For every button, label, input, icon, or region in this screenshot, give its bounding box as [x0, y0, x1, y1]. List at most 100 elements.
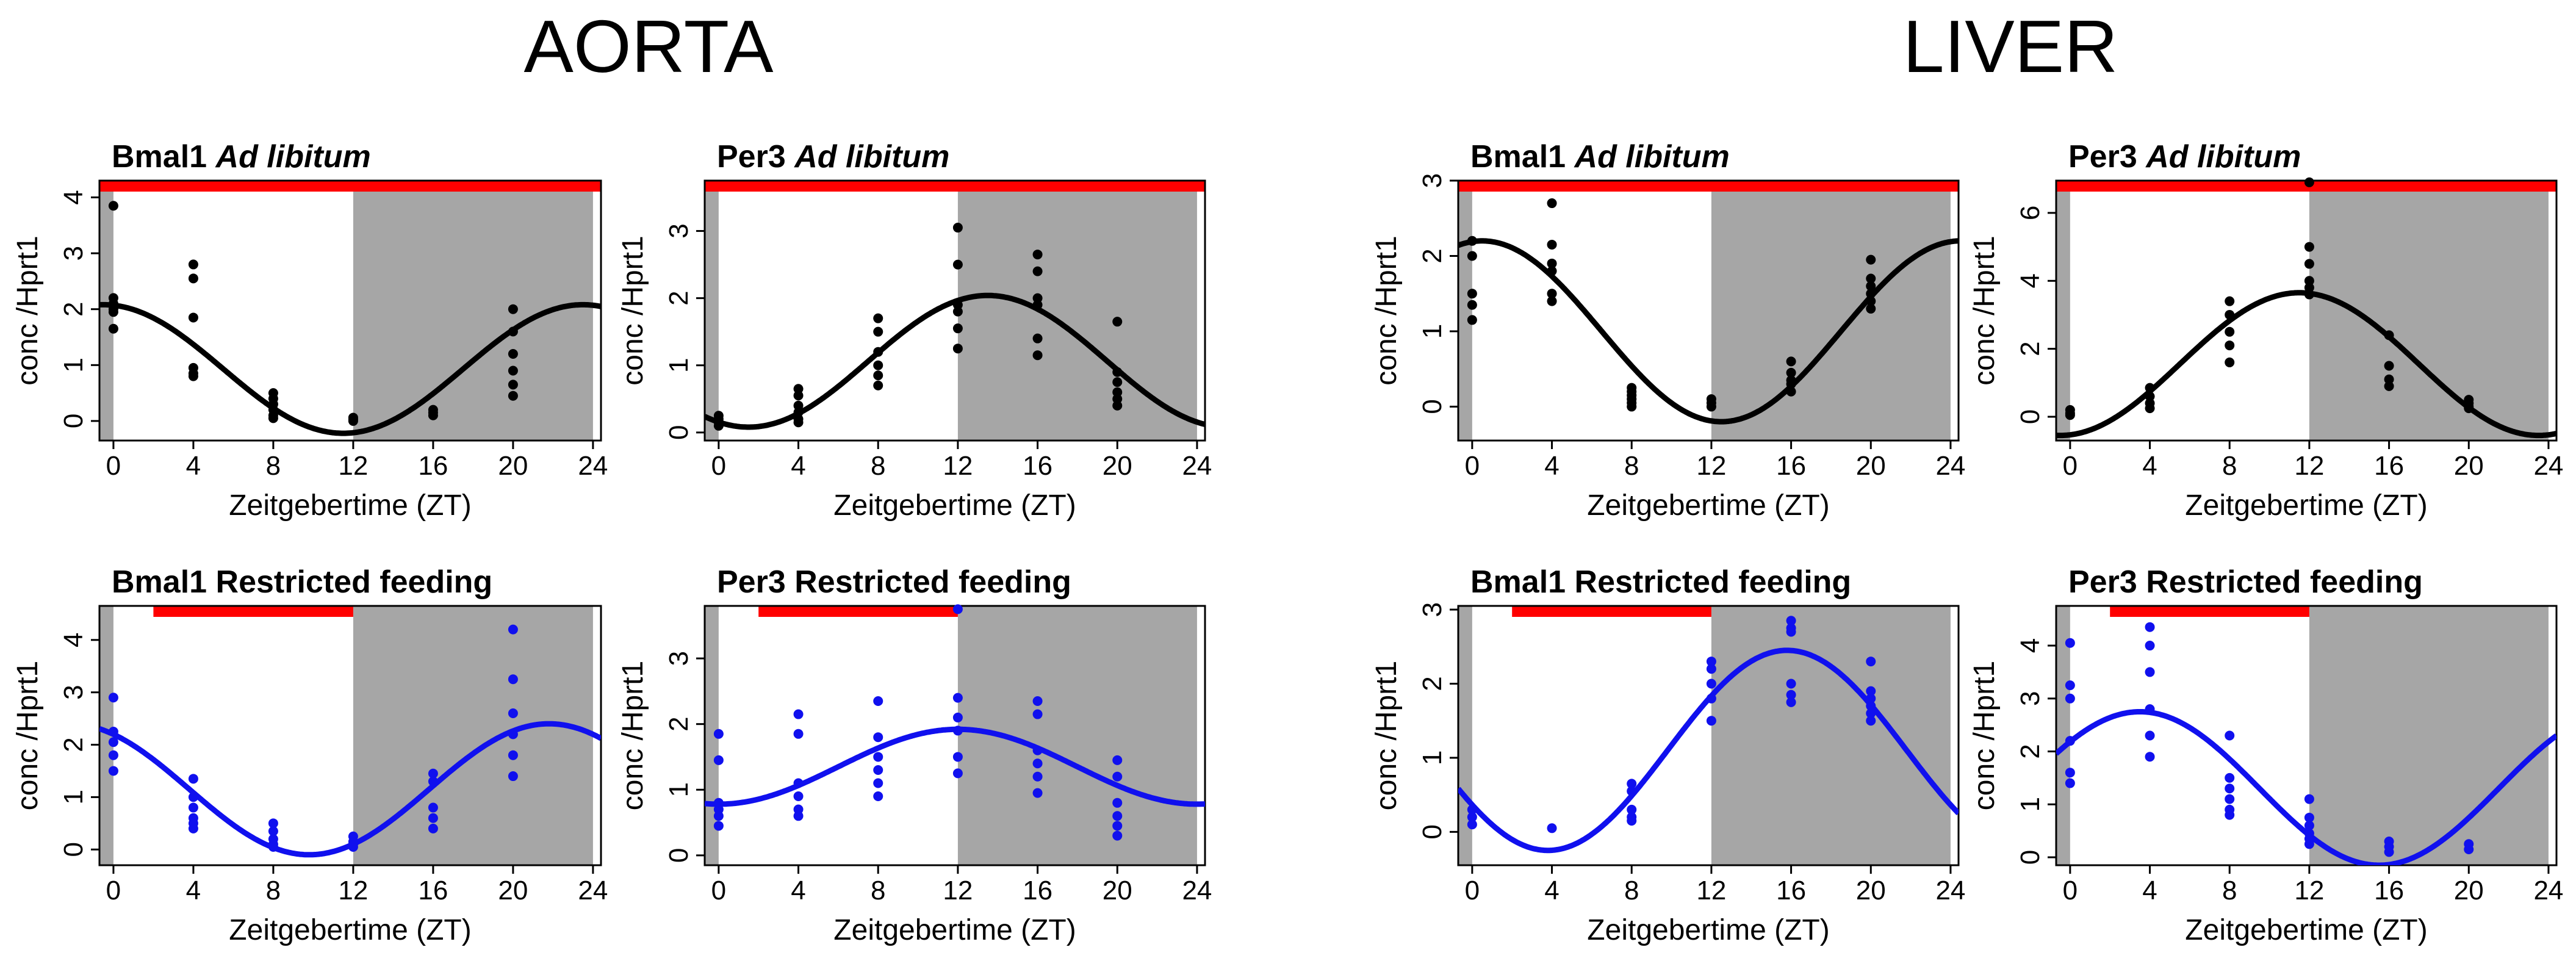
- data-point: [2065, 693, 2075, 704]
- data-point: [1866, 693, 1876, 704]
- data-point: [1112, 811, 1123, 821]
- data-point: [1112, 377, 1123, 387]
- panel-title-gene: Per3: [2068, 139, 2137, 175]
- data-point: [952, 259, 963, 270]
- data-point: [508, 304, 518, 314]
- feeding-period-bar: [153, 606, 353, 617]
- data-point: [108, 727, 118, 737]
- data-point: [2225, 794, 2235, 804]
- plot-frame: [703, 179, 1206, 442]
- data-point: [2065, 768, 2075, 778]
- data-point: [108, 766, 118, 776]
- data-point: [793, 384, 804, 394]
- x-tick-label-twenty: 20: [1856, 451, 1886, 481]
- x-tick-label-sixteen: 16: [1023, 876, 1052, 905]
- feeding-period-bar: [705, 181, 1205, 192]
- dark-phase-shading: [2056, 181, 2070, 441]
- y-tick-label: 2: [59, 301, 88, 316]
- data-point: [952, 344, 963, 354]
- x-tick-label-twenty-four: 24: [1935, 876, 1965, 905]
- data-point: [952, 725, 963, 736]
- data-point: [1467, 236, 1477, 246]
- data-point: [1786, 697, 1796, 707]
- data-point: [1032, 771, 1043, 782]
- data-point: [2304, 820, 2314, 830]
- data-point: [2225, 326, 2235, 337]
- data-point: [1547, 198, 1557, 209]
- y-tick-label: 3: [664, 651, 694, 666]
- data-point: [1547, 823, 1557, 833]
- panel-title-condition: Ad libitum: [215, 139, 371, 175]
- panel-title-gene: Bmal1: [1470, 564, 1566, 600]
- y-tick-label: 1: [59, 358, 88, 372]
- panel-title-condition: Restricted feeding: [1575, 564, 1852, 600]
- x-tick-label-four: 4: [186, 451, 201, 481]
- data-point: [1032, 250, 1043, 260]
- data-point: [1786, 616, 1796, 626]
- data-point: [188, 802, 198, 813]
- data-point: [1112, 387, 1123, 397]
- x-tick-label-zero: 0: [106, 876, 121, 905]
- y-tick-label: 1: [664, 358, 694, 372]
- data-point: [2384, 381, 2394, 391]
- data-point: [1032, 758, 1043, 769]
- x-tick-label-twenty: 20: [2454, 876, 2484, 905]
- panel-title-gene: Per3: [717, 564, 786, 600]
- y-tick-label: 2: [1417, 676, 1447, 691]
- data-point: [2384, 847, 2394, 857]
- x-tick-label-sixteen: 16: [1023, 451, 1052, 481]
- data-point: [188, 312, 198, 323]
- y-axis-label: conc /Hprt1: [1968, 236, 2001, 385]
- data-point: [1627, 786, 1637, 796]
- data-point: [1627, 779, 1637, 789]
- data-point: [188, 371, 198, 381]
- data-point: [1866, 281, 1876, 291]
- data-point: [1032, 300, 1043, 310]
- data-point: [793, 709, 804, 719]
- y-tick-label: 0: [2015, 850, 2045, 865]
- data-point: [952, 300, 963, 310]
- data-point: [108, 750, 118, 760]
- data-point: [873, 326, 883, 337]
- feeding-period-bar: [1512, 606, 1711, 617]
- data-point: [508, 750, 518, 760]
- data-point: [1627, 816, 1637, 826]
- data-point: [793, 407, 804, 417]
- y-tick-label: 0: [1417, 824, 1447, 839]
- data-point: [2304, 839, 2314, 849]
- data-point: [873, 347, 883, 357]
- data-point: [1706, 679, 1716, 689]
- feeding-period-bar: [99, 181, 601, 192]
- data-point: [2145, 622, 2155, 632]
- x-tick-label-twenty-four: 24: [578, 451, 608, 481]
- panel-title: Bmal1 Restricted feeding: [112, 564, 492, 600]
- data-point: [1786, 679, 1796, 689]
- x-tick-label-sixteen: 16: [418, 451, 448, 481]
- data-point: [268, 413, 278, 423]
- data-point: [1467, 315, 1477, 325]
- x-tick-label-eight: 8: [2222, 451, 2237, 481]
- data-point: [108, 737, 118, 747]
- data-point: [952, 323, 963, 334]
- data-point: [873, 370, 883, 381]
- data-point: [2304, 794, 2314, 804]
- data-point: [428, 823, 438, 833]
- panel-title-gene: Bmal1: [1470, 139, 1566, 175]
- data-point: [2145, 667, 2155, 677]
- x-tick-label-eight: 8: [871, 876, 885, 905]
- x-tick-label-eight: 8: [266, 451, 281, 481]
- y-tick-label: 4: [2015, 638, 2045, 653]
- data-point: [1627, 401, 1637, 412]
- data-point: [1866, 303, 1876, 314]
- y-tick-label: 0: [664, 425, 694, 440]
- section-title-liver: LIVER: [1903, 5, 2118, 88]
- y-tick-label: 2: [59, 737, 88, 752]
- data-point: [1032, 333, 1043, 344]
- x-tick-label-twenty-four: 24: [1182, 876, 1212, 905]
- data-point: [952, 693, 963, 703]
- data-point: [713, 755, 724, 765]
- panel-title-condition: Ad libitum: [2145, 139, 2301, 175]
